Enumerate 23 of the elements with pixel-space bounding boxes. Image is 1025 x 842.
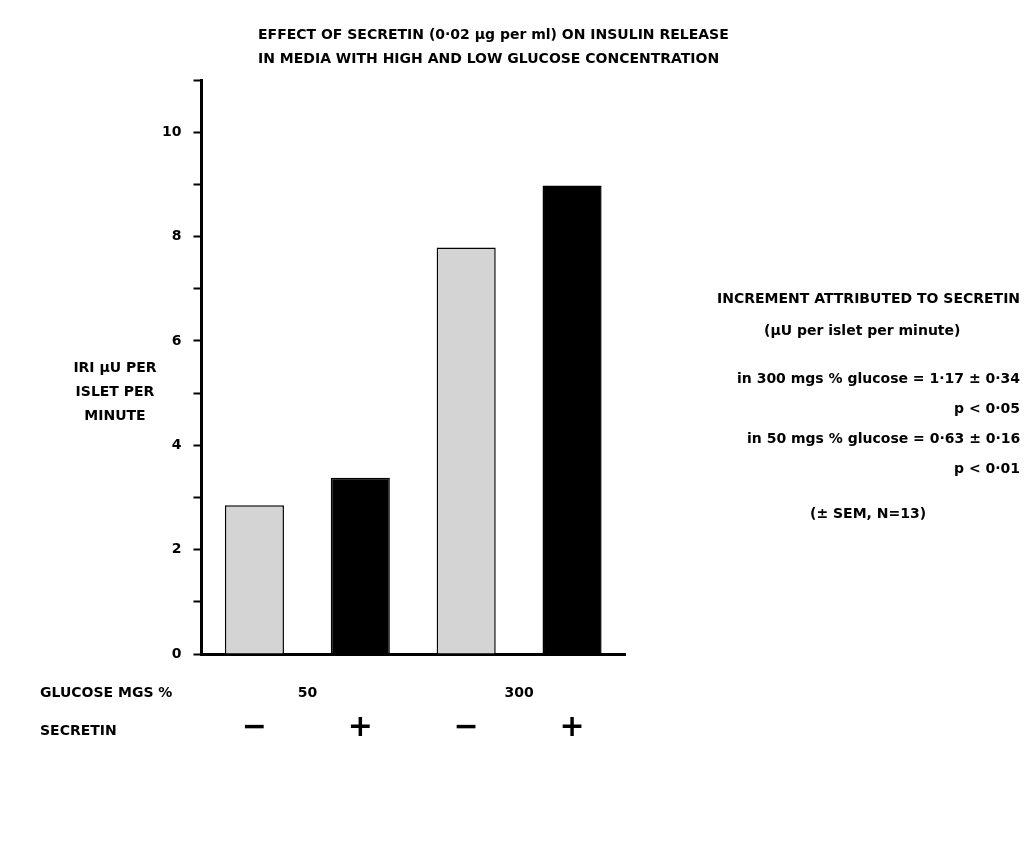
x-tick-label: − bbox=[241, 707, 267, 743]
y-tick-label: 0 bbox=[171, 644, 182, 661]
text: 50 bbox=[297, 684, 318, 700]
y-axis-title: IRI µU PER ISLET PER MINUTE bbox=[72, 358, 158, 425]
text: p < 0·05 bbox=[954, 400, 1021, 416]
text: SECRETIN bbox=[40, 722, 117, 738]
text: 300 bbox=[504, 684, 534, 700]
text: in 300 mgs % glucose = 1·17 ± 0·34 bbox=[737, 370, 1021, 386]
x-tick-label: + bbox=[559, 707, 585, 743]
text: p < 0·01 bbox=[954, 460, 1021, 476]
chart-title: EFFECT OF SECRETIN (0·02 µg per ml) ON INSULIN RELEASE IN MEDIA WITH HIGH AND LOW GLUCOSE CONCENTRATION bbox=[258, 25, 730, 68]
text: GLUCOSE MGS % bbox=[40, 684, 173, 700]
text: INCREMENT ATTRIBUTED TO SECRETIN bbox=[717, 290, 1021, 306]
y-tick-label: 8 bbox=[171, 227, 182, 244]
y-tick-label: 10 bbox=[162, 122, 182, 139]
y-tick-label: 4 bbox=[171, 435, 182, 452]
y-tick-label: 2 bbox=[171, 540, 182, 557]
text: (± SEM, N=13) bbox=[810, 505, 927, 521]
text: in 50 mgs % glucose = 0·63 ± 0·16 bbox=[747, 430, 1021, 446]
x-tick-label: + bbox=[347, 707, 373, 743]
x-tick-label: − bbox=[453, 707, 479, 743]
text: (µU per islet per minute) bbox=[764, 322, 961, 338]
y-tick-label: 6 bbox=[171, 331, 182, 348]
